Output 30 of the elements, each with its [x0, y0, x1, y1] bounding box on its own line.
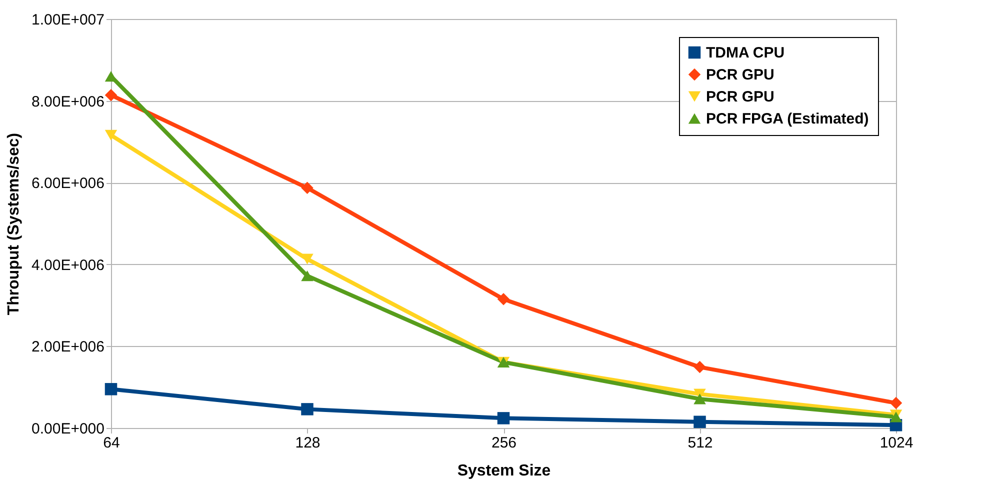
- point: [301, 254, 314, 264]
- point: [694, 360, 706, 374]
- y-axis-title: Throuput (Systems/sec): [6, 132, 23, 316]
- point: [301, 403, 314, 416]
- y-tick-label: 1.00E+007: [32, 12, 104, 28]
- x-tick-label: 128: [295, 434, 320, 452]
- legend-label: TDMA CPU: [706, 44, 785, 62]
- point: [301, 182, 314, 194]
- y-tick-label: 0.00E+000: [32, 420, 104, 438]
- point: [497, 412, 510, 424]
- x-tick-label: 1024: [880, 434, 914, 452]
- x-tick-label: 512: [688, 434, 713, 452]
- point: [301, 270, 314, 282]
- point: [497, 293, 510, 306]
- y-tick-label: 4.00E+006: [32, 256, 104, 274]
- point: [694, 394, 706, 404]
- x-axis-title: System Size: [457, 462, 551, 480]
- point: [104, 383, 118, 396]
- point: [694, 416, 706, 428]
- x-tick-label: 64: [103, 434, 120, 452]
- point: [104, 88, 118, 102]
- legend-label: PCR GPU: [706, 88, 774, 106]
- y-tick-label: 6.00E+006: [32, 175, 104, 192]
- y-tick-label: 8.00E+006: [32, 93, 104, 110]
- point: [104, 130, 118, 140]
- legend-label: PCR FPGA (Estimated): [706, 110, 869, 128]
- x-tick-label: 256: [491, 434, 517, 452]
- legend-label: PCR GPU: [706, 66, 774, 84]
- point: [890, 396, 902, 410]
- y-tick-label: 2.00E+006: [32, 338, 104, 356]
